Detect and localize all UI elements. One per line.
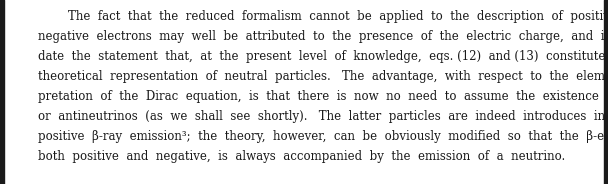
Text: negative  electrons  may  well  be  attributed  to  the  presence  of  the  elec: negative electrons may well be attribute… <box>38 30 608 43</box>
Text: both  positive  and  negative,  is  always  accompanied  by  the  emission  of  : both positive and negative, is always ac… <box>38 150 565 163</box>
Text: or  antineutrinos  (as  we  shall  see  shortly).   The  latter  particles  are : or antineutrinos (as we shall see shortl… <box>38 110 608 123</box>
Text: theoretical  representation  of  neutral  particles.   The  advantage,  with  re: theoretical representation of neutral pa… <box>38 70 608 83</box>
Text: date  the  statement  that,  at  the  present  level  of  knowledge,  eqs. (12) : date the statement that, at the present … <box>38 50 608 63</box>
Text: positive  β-ray  emission³;  the  theory,  however,  can  be  obviously  modifie: positive β-ray emission³; the theory, ho… <box>38 130 608 143</box>
Text: pretation  of  the  Dirac  equation,  is  that  there  is  now  no  need  to  as: pretation of the Dirac equation, is that… <box>38 90 608 103</box>
Text: The  fact  that  the  reduced  formalism  cannot  be  applied  to  the  descript: The fact that the reduced formalism cann… <box>38 10 608 23</box>
